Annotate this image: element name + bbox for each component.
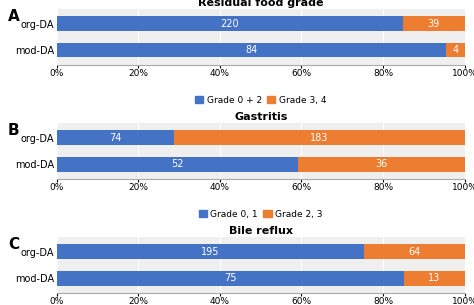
Text: 13: 13 [428,273,440,283]
Text: 220: 220 [221,19,239,29]
Text: 4: 4 [452,45,458,55]
Legend: Grade 0, 1, Grade 2, 3: Grade 0, 1, Grade 2, 3 [199,210,323,219]
Text: 183: 183 [310,133,328,143]
Bar [403,16,465,31]
Title: Gastritis: Gastritis [234,112,287,122]
Text: 84: 84 [246,45,257,55]
Bar [57,245,364,259]
Bar [57,271,404,285]
Text: 75: 75 [224,273,237,283]
Text: 195: 195 [201,247,219,257]
Text: C: C [8,237,19,252]
Bar [57,43,446,57]
Bar [404,271,465,285]
Bar [57,157,298,171]
Legend: Grade 0 + 2, Grade 3, 4: Grade 0 + 2, Grade 3, 4 [195,96,327,105]
Text: 52: 52 [171,159,183,169]
Title: Residual food grade: Residual food grade [198,0,323,8]
Text: 64: 64 [408,247,420,257]
Bar [298,157,465,171]
Text: 39: 39 [428,19,440,29]
Text: B: B [8,123,19,138]
Bar [57,16,403,31]
Title: Bile reflux: Bile reflux [228,226,293,236]
Bar [57,131,174,145]
Bar [364,245,465,259]
Text: A: A [8,9,20,24]
Text: 36: 36 [375,159,387,169]
Bar [174,131,465,145]
Bar [446,43,465,57]
Text: 74: 74 [109,133,122,143]
